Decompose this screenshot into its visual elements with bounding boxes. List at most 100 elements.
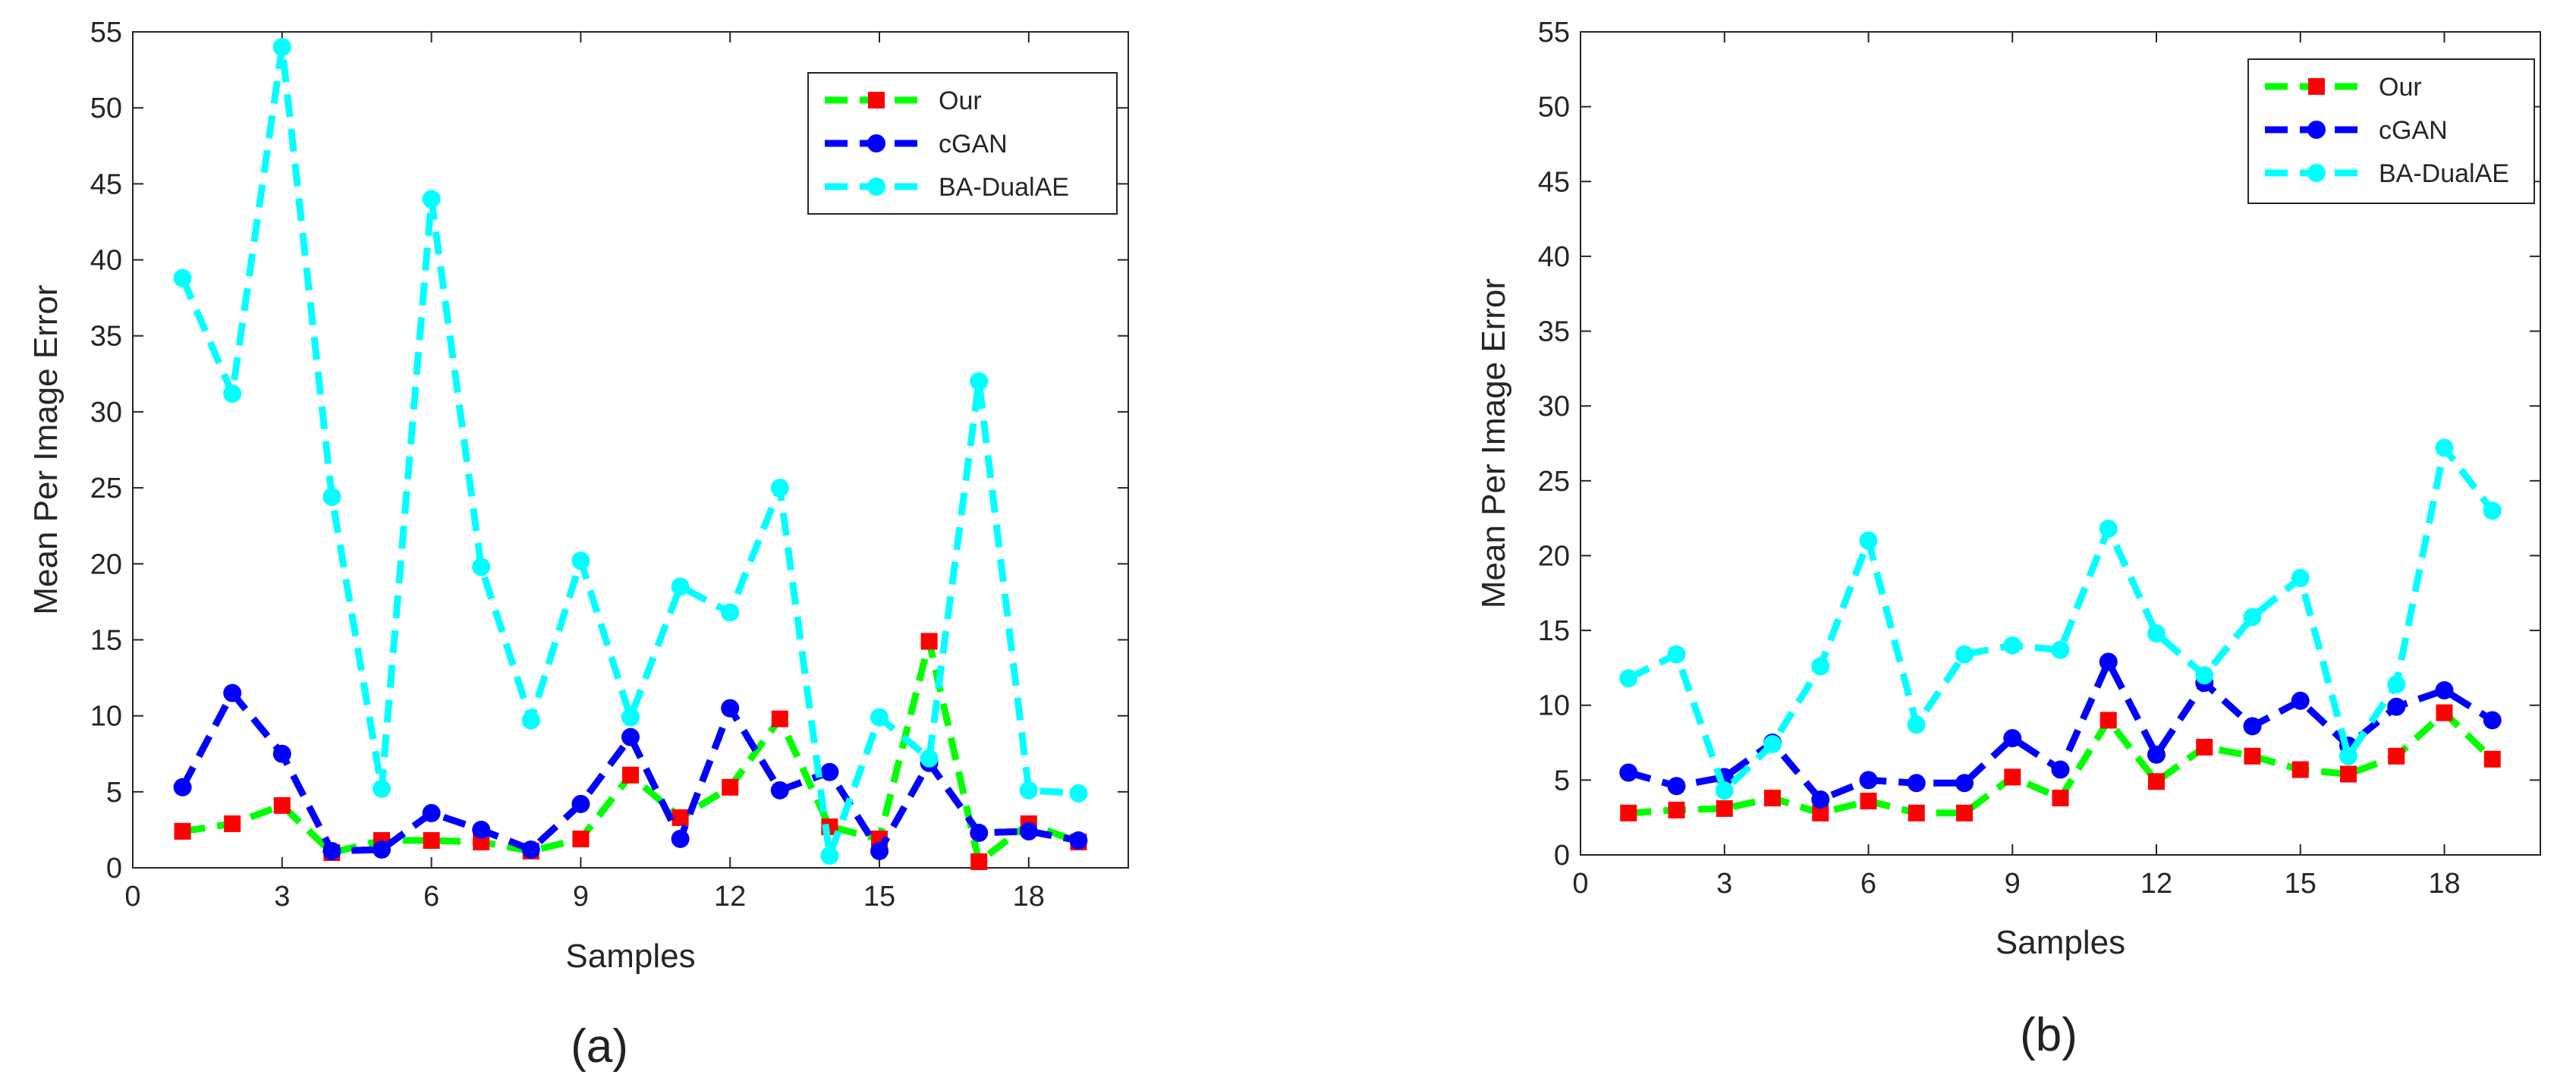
legend-label: Our: [939, 86, 982, 115]
data-point: [1667, 777, 1686, 796]
data-point: [2051, 760, 2070, 779]
x-tick-label: 6: [423, 881, 439, 913]
data-point: [721, 699, 740, 718]
y-tick-label: 55: [1538, 17, 1570, 49]
data-point: [173, 269, 192, 287]
data-point: [1859, 771, 1878, 790]
series-ba-dualae: [173, 38, 1088, 865]
data-point: [2388, 747, 2405, 765]
y-tick-label: 25: [1538, 466, 1570, 498]
data-point: [1763, 735, 1782, 754]
data-point: [870, 708, 889, 727]
data-point: [970, 372, 989, 391]
y-tick-label: 40: [90, 245, 122, 277]
data-point: [571, 551, 590, 570]
data-point: [2196, 738, 2213, 756]
data-point: [174, 822, 191, 840]
data-point: [373, 779, 391, 798]
data-point: [1859, 531, 1878, 550]
data-point: [2243, 608, 2262, 627]
y-tick-label: 20: [1538, 540, 1570, 572]
data-point: [770, 781, 789, 800]
y-tick-label: 15: [90, 624, 122, 656]
data-point: [1715, 781, 1734, 800]
series-line: [1627, 444, 2496, 794]
data-point: [1668, 801, 1685, 818]
y-tick-label: 50: [90, 93, 122, 124]
series-our: [174, 633, 1087, 870]
data-point: [2483, 711, 2502, 730]
data-point: [672, 809, 689, 826]
legend-label: BA-DualAE: [939, 173, 1069, 202]
y-tick-label: 0: [106, 853, 122, 884]
data-point: [671, 829, 690, 848]
plot-area-frame: [1580, 31, 2541, 856]
data-point: [1811, 790, 1830, 809]
data-point: [273, 797, 291, 814]
y-tick-label: 35: [1538, 316, 1570, 348]
data-point: [920, 633, 938, 650]
chart-a: 0 5 10 15 20 25 30 35 40 45 50 55 0 3 6 9 12 15 18 Samples M…: [27, 17, 1129, 1073]
legend-item: BA-DualAE: [2265, 159, 2509, 188]
data-point: [1811, 657, 1830, 676]
legend-swatch-marker: [2308, 78, 2325, 95]
y-axis-label: Mean Per Image Error: [27, 284, 64, 614]
data-point: [1955, 774, 1974, 793]
legend-label: cGAN: [939, 130, 1008, 159]
legend-swatch-marker: [2307, 164, 2326, 182]
data-point: [870, 841, 889, 860]
data-point: [820, 846, 839, 865]
data-point: [2291, 691, 2310, 710]
data-point: [771, 710, 788, 727]
data-point: [224, 815, 241, 832]
legend-swatch-marker: [868, 92, 885, 108]
series-cgan: [1619, 652, 2502, 809]
data-point: [970, 853, 988, 870]
data-point: [1619, 669, 1638, 688]
data-point: [272, 38, 291, 57]
data-point: [2387, 675, 2406, 694]
chart-b: 0 5 10 15 20 25 30 35 40 45 50 55 0 3 6 9 12 15 18 Samples M…: [1475, 17, 2541, 1061]
y-tick-label: 15: [1538, 615, 1570, 647]
x-tick-label: 6: [1860, 868, 1876, 900]
series-line: [181, 637, 1080, 866]
data-point: [472, 820, 491, 839]
data-point: [2483, 750, 2501, 768]
legend-swatch-marker: [867, 178, 885, 196]
legend-item: cGAN: [825, 130, 1008, 159]
legend-box: [807, 72, 1118, 215]
data-point: [1955, 645, 1974, 664]
data-point: [1019, 781, 1038, 800]
data-point: [2340, 765, 2357, 783]
data-point: [820, 762, 839, 781]
data-point: [422, 190, 441, 209]
data-point: [1620, 804, 1637, 822]
data-point: [571, 794, 590, 813]
x-tick-label: 12: [714, 881, 746, 913]
y-tick-label: 5: [1554, 765, 1570, 797]
data-point: [2339, 746, 2357, 765]
data-point: [2003, 636, 2022, 655]
data-point: [2051, 640, 2070, 659]
data-point: [2195, 666, 2214, 685]
data-point: [2099, 712, 2117, 729]
data-point: [721, 603, 740, 622]
data-point: [2435, 681, 2454, 699]
data-point: [2148, 773, 2165, 790]
data-point: [2291, 761, 2309, 778]
x-tick-label: 0: [124, 881, 140, 913]
y-tick-label: 35: [90, 321, 122, 353]
data-point: [622, 766, 639, 784]
series-ba-dualae: [1619, 438, 2502, 800]
data-point: [970, 823, 989, 842]
y-tick-label: 5: [106, 777, 122, 809]
x-tick-label: 12: [2140, 868, 2172, 900]
data-point: [322, 488, 341, 507]
data-point: [1019, 822, 1038, 840]
legend-swatch-marker: [2307, 121, 2326, 139]
legend-item: Our: [825, 86, 982, 115]
x-tick-label: 3: [274, 881, 290, 913]
y-tick-label: 45: [1538, 166, 1570, 198]
legend-label: BA-DualAE: [2379, 159, 2509, 188]
